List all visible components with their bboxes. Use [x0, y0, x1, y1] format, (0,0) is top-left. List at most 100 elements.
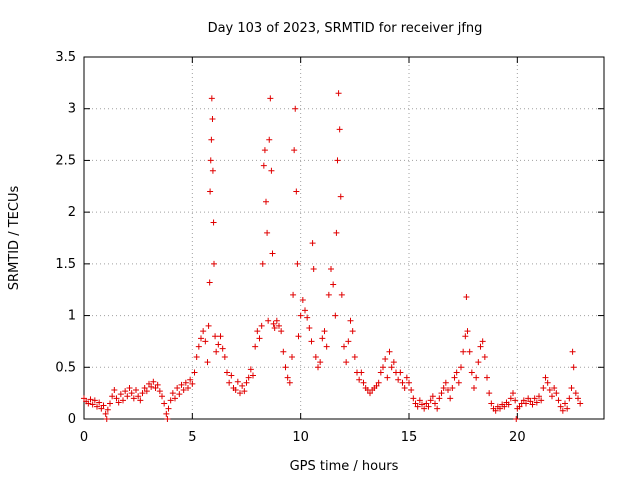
data-point	[438, 390, 445, 397]
data-point	[453, 369, 460, 376]
data-point	[312, 353, 319, 360]
data-point	[290, 291, 297, 298]
data-point	[553, 390, 560, 397]
data-point	[96, 399, 103, 406]
data-point	[133, 387, 139, 394]
data-point	[557, 403, 564, 410]
data-point	[310, 266, 317, 273]
data-points	[81, 90, 584, 422]
data-point	[247, 366, 254, 373]
data-point	[468, 369, 475, 376]
data-point	[427, 397, 434, 404]
plot-frame	[83, 56, 605, 420]
data-point	[109, 393, 116, 400]
data-point	[212, 333, 219, 340]
data-point	[210, 219, 217, 226]
data-point	[128, 390, 135, 397]
data-point	[107, 400, 113, 407]
data-point	[270, 320, 277, 327]
data-point	[185, 384, 191, 391]
data-point	[380, 364, 386, 371]
data-point	[488, 400, 495, 407]
data-point	[309, 240, 316, 247]
data-point	[137, 397, 144, 404]
data-point	[492, 407, 499, 414]
data-point	[87, 396, 94, 403]
data-point	[531, 395, 538, 402]
data-point	[98, 405, 105, 412]
data-point	[174, 384, 181, 391]
data-point	[130, 395, 137, 402]
data-point	[102, 410, 109, 417]
data-point	[261, 147, 268, 154]
data-point	[323, 343, 330, 350]
data-point	[282, 364, 289, 371]
data-point	[289, 353, 295, 360]
data-point	[297, 312, 304, 319]
data-point	[302, 307, 308, 314]
y-tick-label: 0.5	[55, 360, 76, 375]
data-point	[337, 193, 344, 200]
data-point	[163, 410, 170, 417]
data-point	[150, 378, 157, 385]
data-point	[124, 393, 131, 400]
data-point	[335, 90, 342, 97]
data-point	[211, 260, 217, 267]
x-tick-label: 0	[80, 430, 88, 445]
data-point	[319, 335, 326, 342]
data-point	[267, 95, 274, 102]
data-point	[180, 387, 187, 394]
data-point	[191, 369, 198, 376]
data-point	[345, 338, 352, 345]
data-point	[351, 353, 358, 360]
y-tick-label: 1	[68, 309, 76, 324]
data-point	[523, 400, 529, 407]
data-point	[172, 395, 178, 402]
data-point	[178, 381, 185, 388]
data-point	[286, 379, 293, 386]
data-point	[419, 401, 425, 408]
data-point	[266, 136, 273, 143]
data-point	[169, 390, 176, 397]
data-point	[167, 397, 174, 404]
data-point	[234, 378, 241, 385]
data-point	[202, 338, 209, 345]
data-point	[458, 364, 464, 371]
data-point	[347, 317, 354, 324]
data-point	[187, 376, 194, 383]
x-tick-label: 15	[401, 430, 418, 445]
y-tick-label: 0	[68, 412, 76, 427]
data-point	[292, 105, 299, 112]
data-point	[412, 400, 419, 407]
data-point	[103, 416, 110, 422]
data-point	[139, 390, 146, 397]
data-point	[475, 359, 482, 366]
data-point	[360, 379, 367, 386]
data-point	[397, 369, 404, 376]
data-point	[333, 229, 340, 236]
data-point	[291, 147, 298, 154]
data-point	[120, 397, 126, 404]
y-axis-label: SRMTID / TECUs	[7, 186, 22, 291]
data-point	[375, 379, 382, 386]
x-tick-label: 10	[292, 430, 309, 445]
data-point	[104, 406, 111, 413]
data-point	[460, 348, 467, 355]
data-point	[135, 393, 142, 400]
data-point	[505, 401, 512, 408]
data-point	[536, 393, 542, 400]
data-point	[410, 395, 417, 402]
data-point	[484, 374, 490, 381]
data-point	[486, 390, 493, 397]
data-point	[373, 382, 380, 389]
data-point	[549, 393, 555, 400]
data-point	[416, 397, 423, 404]
data-point	[122, 388, 129, 395]
data-point	[551, 384, 558, 391]
data-point	[336, 126, 343, 133]
data-point	[325, 291, 332, 298]
data-point	[569, 348, 576, 355]
data-point	[425, 403, 432, 410]
data-point	[575, 395, 581, 402]
data-point	[252, 343, 259, 350]
